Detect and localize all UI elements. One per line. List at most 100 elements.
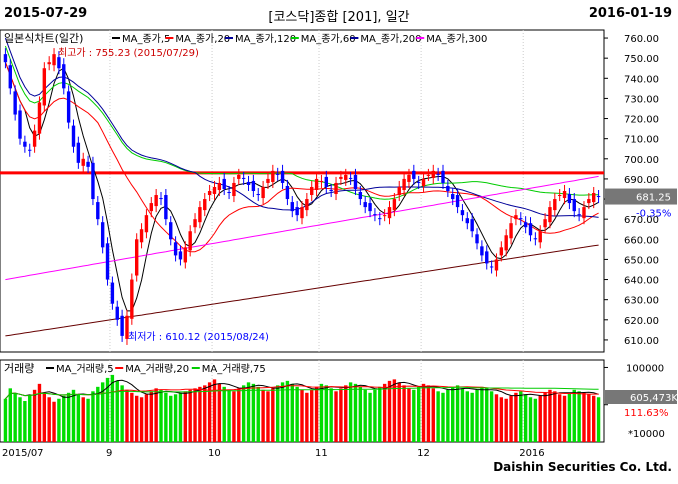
volume-bar <box>115 380 119 442</box>
candle-body <box>538 231 542 243</box>
candle-body <box>373 214 377 216</box>
volume-bar <box>81 397 85 442</box>
candle-body <box>300 207 304 219</box>
candle-body <box>353 174 358 189</box>
candle-body <box>164 195 168 220</box>
volume-bar <box>305 392 309 442</box>
x-tick-label: 12 <box>417 448 430 459</box>
price-panel-title: 일본식차트(일간) <box>4 31 83 45</box>
volume-bar <box>227 389 231 442</box>
volume-bar <box>592 395 596 442</box>
legend-entry: MA_종가,20 <box>175 33 230 45</box>
volume-ma-lines <box>5 379 599 400</box>
volume-bar <box>183 391 188 442</box>
legend-entry: MA_종가,200 <box>360 33 421 45</box>
candle-body <box>130 279 134 319</box>
candle-body <box>329 189 333 191</box>
candle-body <box>319 180 324 182</box>
x-axis: 2015/07 9 10 11 12 2016 <box>2 448 545 459</box>
volume-bar <box>475 389 479 442</box>
candle-body <box>562 191 567 199</box>
candle-body <box>144 215 149 233</box>
volume-bar <box>241 385 246 442</box>
candle-body <box>271 170 275 182</box>
x-tick-label: 11 <box>315 448 328 459</box>
candle-body <box>237 174 241 179</box>
candle-body <box>13 91 17 115</box>
volume-bar <box>489 391 494 442</box>
candle-body <box>295 207 299 216</box>
volume-bar <box>416 386 421 442</box>
candle-body <box>266 178 270 183</box>
vol-ma75-line <box>5 386 599 400</box>
volume-bar <box>368 392 372 442</box>
volume-bar <box>100 382 105 442</box>
candle-body <box>227 192 231 194</box>
candle-body <box>159 198 163 200</box>
volume-bar <box>266 391 270 442</box>
volume-bar <box>455 385 460 442</box>
candle-body <box>96 202 100 220</box>
volume-bar <box>572 389 576 442</box>
ma300-line <box>5 175 599 281</box>
candle-body <box>596 196 601 198</box>
candle-body <box>18 110 22 139</box>
volume-bar <box>446 389 450 442</box>
volume-bar <box>339 388 343 442</box>
candle-body <box>397 186 401 196</box>
candle-body <box>310 186 314 196</box>
price-tick-label: 730.00 <box>624 94 659 105</box>
volume-current-label: 605,473K <box>630 393 678 404</box>
candle-body <box>66 91 71 123</box>
volume-bar <box>149 391 153 442</box>
volume-bar <box>363 389 367 442</box>
candle-body <box>183 247 188 263</box>
volume-bar <box>47 397 51 442</box>
volume-bar <box>314 386 319 442</box>
price-tick-label: 760.00 <box>624 34 659 45</box>
volume-bar <box>514 392 518 442</box>
price-tick-label: 620.00 <box>624 316 659 327</box>
candle-body <box>62 64 66 89</box>
current-price-label: 681.25 <box>636 193 671 204</box>
candle-body <box>246 181 251 185</box>
candle-body <box>305 199 309 211</box>
price-tick-label: 630.00 <box>624 296 659 307</box>
candle-body <box>412 170 416 179</box>
volume-bar <box>553 391 557 442</box>
volume-legend: MA_거래량,5 MA_거래량,20 MA_거래량,75 <box>46 363 266 375</box>
candle-body <box>139 229 144 243</box>
candle-body <box>241 177 246 179</box>
candle-body <box>519 218 523 220</box>
low-label: 최저가 : 610.12 (2015/08/24) <box>128 331 269 343</box>
volume-bar <box>139 397 144 442</box>
volume-bar <box>290 383 294 442</box>
ma20-line <box>4 62 599 253</box>
candle-body <box>485 251 489 264</box>
candle-body <box>154 195 158 207</box>
candle-body <box>222 178 226 189</box>
candle-body <box>91 162 95 200</box>
volume-bar <box>96 386 100 442</box>
candle-body <box>232 182 236 197</box>
volume-bars <box>3 374 601 442</box>
volume-bar <box>538 395 542 442</box>
volume-bar <box>485 388 489 442</box>
legend-entry: MA_거래량,20 <box>125 363 189 375</box>
candle-body <box>193 219 197 228</box>
volume-bar <box>577 391 581 442</box>
volume-bar <box>324 385 329 442</box>
volume-bar <box>504 398 508 442</box>
volume-bar <box>105 377 110 442</box>
price-tick-label: 660.00 <box>624 235 659 246</box>
volume-bar <box>480 386 484 442</box>
volume-bar <box>543 392 547 442</box>
candle-body <box>120 315 124 336</box>
candle-body <box>134 239 139 276</box>
candle-body <box>475 234 479 244</box>
volume-bar <box>32 389 37 442</box>
candle-body <box>543 219 547 228</box>
end-date: 2016-01-19 <box>588 6 672 21</box>
legend-entry: MA_거래량,75 <box>202 363 266 375</box>
price-axis: 610.00 620.00 630.00 640.00 650.00 660.00 670.… <box>604 34 677 347</box>
